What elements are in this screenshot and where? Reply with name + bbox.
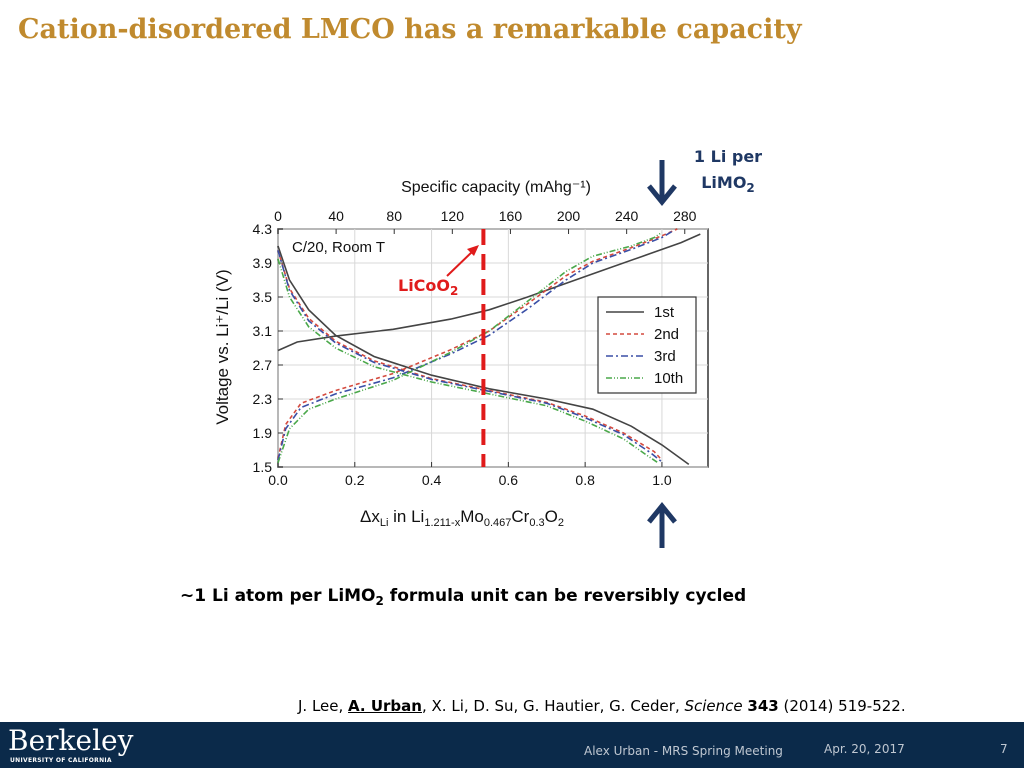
footer-presenter: Alex Urban - MRS Spring Meeting <box>584 744 783 758</box>
x-label-sub-li: Li <box>380 517 389 529</box>
one-li-per-limo2-note: 1 Li per LiMO2 <box>693 147 763 195</box>
series-3rd-discharge-line <box>277 250 663 463</box>
legend-box <box>597 296 697 394</box>
x-axis-label: ΔxLi in Li1.211-xMo0.467Cr0.3O2 <box>360 507 564 529</box>
y-tick-label: 4.3 <box>253 221 273 237</box>
y-tick-label: 3.1 <box>253 323 273 339</box>
chart: Specific capacity (mAhg⁻¹) 0.0 0.2 0.4 0.6 0… <box>213 160 709 548</box>
chart-annotation: C/20, Room T <box>292 239 385 256</box>
y-tick-label: 3.9 <box>253 255 273 271</box>
legend-label-10th: 10th <box>654 370 683 387</box>
top-tick-label: 80 <box>386 208 402 224</box>
footer-date: Apr. 20, 2017 <box>824 742 905 756</box>
series-10th-charge-line <box>277 231 663 464</box>
y-tick-label: 2.3 <box>253 391 273 407</box>
berkeley-logo: Berkeley <box>8 724 134 757</box>
reference: J. Lee, A. Urban, X. Li, D. Su, G. Hauti… <box>298 697 906 715</box>
x-tick-label: 1.0 <box>652 472 672 488</box>
x-tick-label: 0.2 <box>345 472 365 488</box>
x-tick-label: 0.0 <box>268 472 288 488</box>
footer-bar: Berkeley UNIVERSITY OF CALIFORNIA Alex U… <box>0 722 1024 768</box>
legend-label-3rd: 3rd <box>654 348 676 365</box>
x-label-sub4: 2 <box>558 517 564 529</box>
top-tick-label: 0 <box>274 208 282 224</box>
y-tick-label: 2.7 <box>253 357 273 373</box>
y-tick-label: 3.5 <box>253 289 273 305</box>
x-label-sub1: 1.211-x <box>424 517 460 529</box>
series-1st-discharge-line <box>277 245 690 466</box>
down-arrow-icon <box>647 160 677 206</box>
x-label-sub3: 0.3 <box>529 517 544 529</box>
series-2nd-discharge-line <box>277 250 663 461</box>
footer-page-number: 7 <box>1000 742 1008 756</box>
x-tick-label: 0.4 <box>422 472 442 488</box>
top-tick-label: 240 <box>615 208 639 224</box>
x-tick-label: 0.6 <box>499 472 519 488</box>
x-label-delta: Δx <box>360 507 380 526</box>
top-axis-title: Specific capacity (mAhg⁻¹) <box>401 179 591 196</box>
x-label-o: O <box>545 507 558 526</box>
up-arrow-icon <box>647 502 677 548</box>
y-tick-label: 1.5 <box>253 459 273 475</box>
top-tick-label: 160 <box>499 208 523 224</box>
x-label-sub2: 0.467 <box>484 517 512 529</box>
x-label-mid: in Li <box>388 507 424 526</box>
licoo2-pointer-arrow-icon <box>446 245 479 277</box>
top-tick-label: 200 <box>557 208 581 224</box>
caption: ~1 Li atom per LiMO2 formula unit can be… <box>180 586 747 608</box>
legend-label-1st: 1st <box>654 304 675 321</box>
top-tick-label: 280 <box>673 208 697 224</box>
top-tick-label: 40 <box>328 208 344 224</box>
x-tick-label: 0.8 <box>575 472 595 488</box>
y-tick-label: 1.9 <box>253 425 273 441</box>
berkeley-logo-sub: UNIVERSITY OF CALIFORNIA <box>10 757 112 764</box>
series-3rd-charge-line <box>277 230 674 461</box>
y-axis-label: Voltage vs. Li⁺/Li (V) <box>213 269 232 424</box>
slide-title: Cation-disordered LMCO has a remarkable … <box>18 14 802 45</box>
top-tick-label: 120 <box>441 208 465 224</box>
legend-label-2nd: 2nd <box>654 326 679 343</box>
licoo2-label: LiCoO2 <box>398 276 459 298</box>
series-1st-charge-line <box>277 233 701 352</box>
series-10th-discharge-line <box>277 258 659 464</box>
x-label-cr: Cr <box>511 507 529 526</box>
x-label-mo: Mo <box>460 507 484 526</box>
